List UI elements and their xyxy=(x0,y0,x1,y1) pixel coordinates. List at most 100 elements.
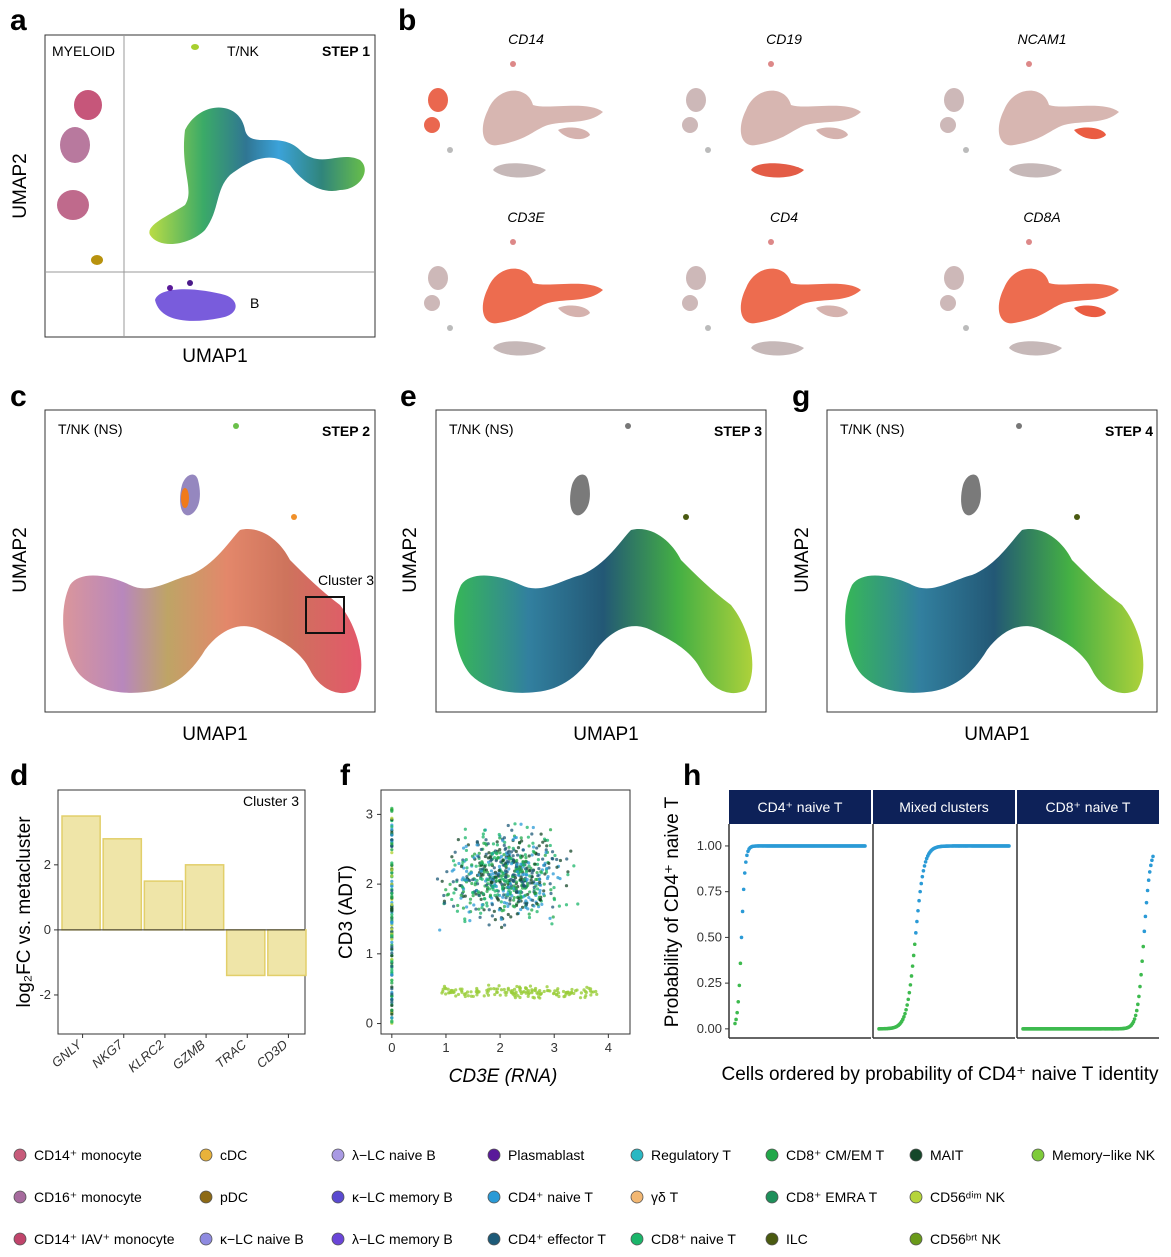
y-tick-label: 0.50 xyxy=(697,929,722,944)
point xyxy=(557,904,561,908)
point xyxy=(555,865,559,869)
point xyxy=(551,905,555,909)
legend-item: CD16⁺ monocyte xyxy=(13,1189,142,1205)
point xyxy=(513,822,517,826)
point xyxy=(512,895,516,900)
point xyxy=(519,822,523,826)
point xyxy=(550,850,555,854)
point xyxy=(493,918,497,922)
point xyxy=(536,858,540,862)
point xyxy=(473,883,477,887)
tnk-cluster xyxy=(149,44,365,245)
legend-label: λ−LC memory B xyxy=(352,1231,453,1247)
point xyxy=(507,888,511,892)
legend-label: λ−LC naive B xyxy=(352,1147,436,1163)
point xyxy=(440,879,444,883)
point xyxy=(905,1003,909,1007)
point xyxy=(482,841,486,845)
point xyxy=(545,838,550,842)
point xyxy=(475,843,479,847)
gene-label: CD3E xyxy=(507,209,545,225)
legend-swatch xyxy=(13,1148,27,1162)
point xyxy=(461,890,466,894)
facet-3: CD8⁺ naive T xyxy=(1016,790,1159,1039)
point xyxy=(452,891,456,895)
point xyxy=(471,878,475,882)
point xyxy=(531,898,535,902)
legend-item: Plasmablast xyxy=(487,1147,584,1163)
point xyxy=(468,897,473,901)
point xyxy=(532,885,536,889)
point xyxy=(483,828,487,832)
point xyxy=(445,893,449,897)
dot xyxy=(705,325,711,331)
scatter-points xyxy=(390,806,599,1025)
point xyxy=(555,988,559,993)
legend-item: λ−LC memory B xyxy=(331,1231,453,1247)
point xyxy=(390,874,394,878)
point xyxy=(514,835,518,840)
point xyxy=(483,864,487,869)
point xyxy=(535,877,539,882)
xlabel-g: UMAP1 xyxy=(964,724,1029,745)
point xyxy=(390,960,394,964)
point xyxy=(502,878,506,882)
point xyxy=(438,928,442,932)
point xyxy=(472,856,476,860)
point xyxy=(460,987,464,991)
point xyxy=(503,847,507,852)
legend-swatch xyxy=(487,1148,501,1162)
point xyxy=(1145,888,1150,893)
point xyxy=(522,884,526,888)
point xyxy=(514,849,518,854)
point xyxy=(489,869,494,873)
point xyxy=(464,848,469,853)
point xyxy=(538,996,542,1000)
point xyxy=(906,997,911,1002)
point xyxy=(505,881,509,885)
point xyxy=(520,869,524,873)
point xyxy=(470,881,474,886)
point xyxy=(484,838,488,842)
point xyxy=(565,857,569,861)
panel-b: b CD14 CD19 NCAM1 CD3E CD4 CD8A xyxy=(398,4,1119,356)
point xyxy=(505,860,509,864)
point xyxy=(533,989,537,993)
panel-e-frame xyxy=(435,409,767,713)
point xyxy=(530,991,534,995)
point xyxy=(527,854,531,858)
point xyxy=(491,884,495,888)
point xyxy=(489,987,493,991)
point xyxy=(538,898,542,902)
panel-label-f: f xyxy=(340,759,351,792)
point xyxy=(545,866,549,871)
point xyxy=(538,888,542,893)
facet-strip xyxy=(1017,790,1159,824)
cluster-map-c xyxy=(63,529,362,694)
point xyxy=(519,907,523,912)
y-tick-label: 1 xyxy=(366,946,373,961)
point xyxy=(390,913,394,917)
point xyxy=(505,901,509,905)
point xyxy=(531,825,535,830)
point xyxy=(528,890,532,894)
point xyxy=(497,864,502,869)
point xyxy=(475,839,479,844)
point xyxy=(521,859,525,864)
point xyxy=(526,994,530,999)
point xyxy=(735,1010,739,1015)
legend-swatch xyxy=(1031,1148,1045,1162)
point xyxy=(511,873,516,877)
point xyxy=(513,996,518,1000)
legend-label: cDC xyxy=(220,1147,247,1163)
point xyxy=(922,864,927,868)
point xyxy=(738,961,743,966)
legend-label: CD8⁺ EMRA T xyxy=(786,1189,878,1205)
point xyxy=(539,870,543,874)
step-label-g: STEP 4 xyxy=(1105,423,1153,439)
point xyxy=(519,875,523,879)
x-tick-label: 1 xyxy=(442,1040,449,1055)
point xyxy=(524,856,528,860)
point xyxy=(455,909,460,913)
point xyxy=(482,870,486,874)
